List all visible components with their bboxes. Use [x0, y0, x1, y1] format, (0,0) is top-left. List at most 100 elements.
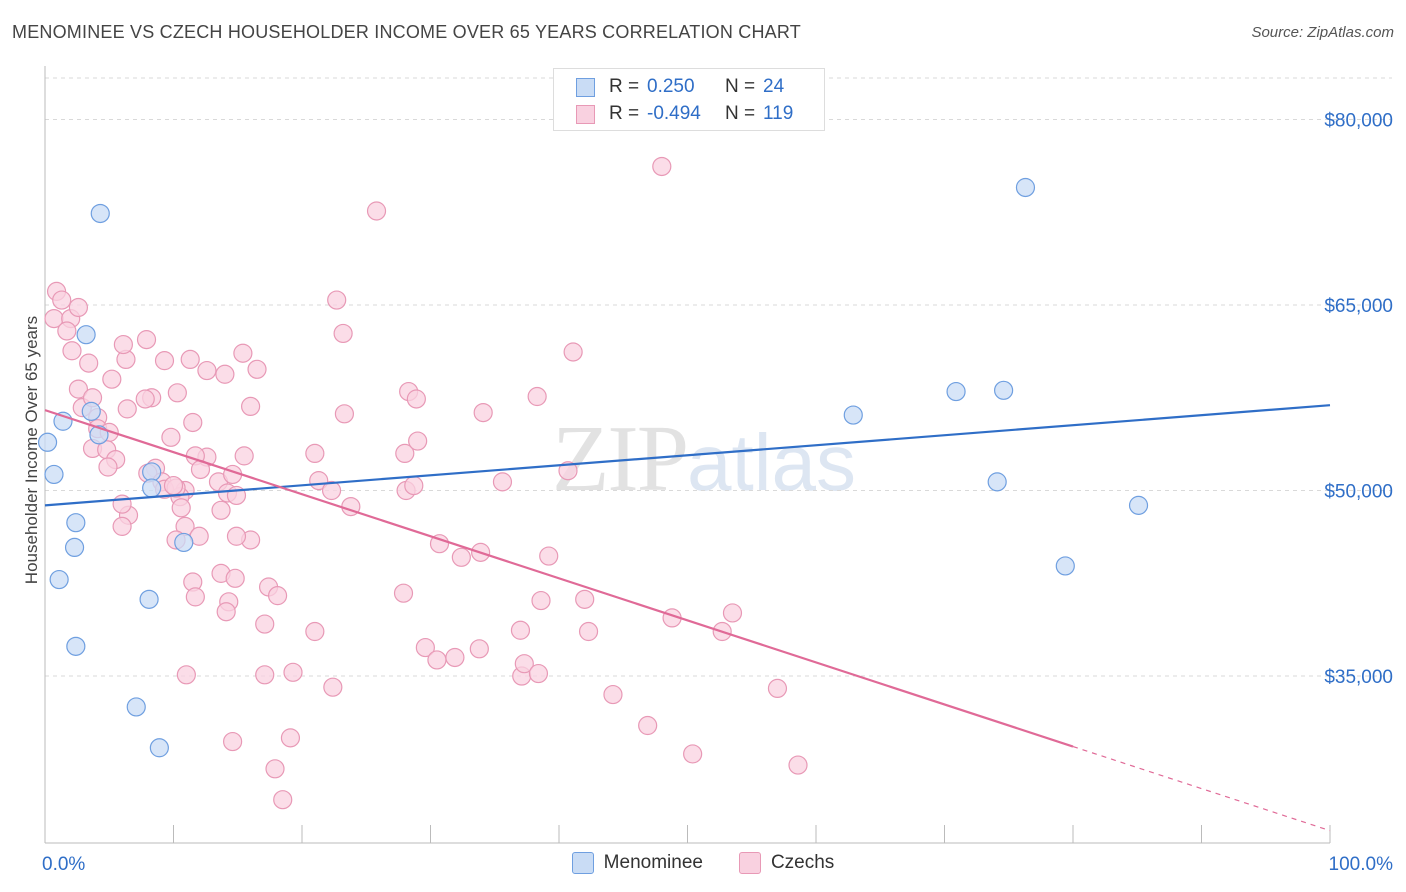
y-tick-label: $80,000: [1324, 110, 1393, 131]
czechs-point: [404, 475, 424, 496]
czechs-point: [427, 650, 447, 670]
czechs-point: [327, 290, 347, 310]
grid-lines: [45, 77, 1392, 677]
czechs-point: [323, 677, 343, 697]
czechs-point: [366, 201, 387, 221]
czechs-point: [603, 684, 623, 705]
menominee-point: [49, 569, 69, 590]
czechs-point: [68, 379, 89, 399]
czechs-trend-extension: [1072, 745, 1331, 832]
y-axis-label: Householder Income Over 65 years: [22, 315, 41, 585]
menominee-point: [64, 537, 85, 558]
legend-item-czechs: Czechs: [738, 852, 834, 874]
menominee-point: [76, 325, 96, 345]
czechs-point: [510, 620, 531, 640]
czechs-point: [539, 546, 559, 566]
data-points: [37, 156, 1149, 810]
correlation-legend: R = 0.250 N = 24 R = -0.494 N = 119: [553, 68, 825, 131]
menominee-point: [946, 381, 966, 402]
czechs-point: [280, 728, 301, 748]
y-tick-label: $50,000: [1324, 482, 1393, 503]
legend-n-value: 24: [763, 76, 785, 97]
czechs-point: [514, 654, 534, 674]
legend-r-value: -0.494: [647, 103, 701, 124]
czechs-point: [267, 586, 288, 606]
menominee-point: [174, 532, 194, 553]
czechs-point: [558, 461, 578, 481]
czechs-point: [531, 590, 551, 611]
legend-row-menominee: R = 0.250 N = 24: [576, 76, 784, 98]
czechs-point: [255, 665, 275, 685]
czechs-point: [225, 568, 245, 588]
chart-title: MENOMINEE VS CZECH HOUSEHOLDER INCOME OV…: [12, 22, 801, 42]
czechs-point: [333, 323, 353, 344]
menominee-point: [987, 472, 1007, 492]
czechs-point: [161, 427, 181, 447]
legend-n-label: N =: [725, 76, 756, 97]
menominee-point: [66, 513, 86, 533]
axes: [44, 66, 1331, 844]
czechs-point: [57, 321, 77, 341]
x-tick-label: 0.0%: [42, 854, 85, 875]
menominee-point: [1055, 556, 1075, 576]
legend-swatch-czechs: [738, 852, 761, 874]
czechs-point: [216, 602, 236, 622]
source-label: Source: ZipAtlas.com: [1251, 24, 1394, 41]
czechs-point: [163, 475, 184, 496]
czechs-point: [79, 353, 99, 373]
legend-n-value: 119: [763, 103, 794, 124]
legend-r-label: R =: [609, 103, 640, 124]
czechs-point: [722, 603, 743, 623]
czechs-point: [575, 589, 595, 609]
czechs-point: [445, 647, 465, 668]
czechs-point: [473, 402, 493, 423]
menominee-point: [139, 589, 159, 609]
czechs-point: [527, 386, 547, 407]
menominee-point: [149, 738, 169, 758]
legend-swatch-czechs: [576, 104, 595, 124]
czechs-point: [683, 744, 703, 764]
watermark-zip: ZIP: [552, 407, 689, 511]
czechs-point: [197, 360, 217, 381]
czechs-point: [180, 349, 200, 370]
czechs-point: [183, 412, 203, 433]
czechs-point: [211, 500, 231, 520]
czechs-point: [68, 297, 89, 318]
czechs-point: [185, 587, 205, 607]
czechs-point: [265, 759, 285, 779]
czechs-point: [117, 399, 137, 419]
czechs-point: [638, 715, 658, 736]
czechs-trend-line: [44, 409, 1074, 748]
czechs-point: [215, 364, 235, 384]
menominee-point: [66, 636, 86, 656]
menominee-point: [142, 478, 162, 498]
czechs-point: [528, 663, 549, 684]
czechs-point: [652, 156, 672, 177]
menominee-point: [994, 380, 1014, 400]
menominee-trend-line: [44, 404, 1331, 507]
czechs-point: [469, 639, 489, 659]
czechs-point: [52, 290, 72, 310]
czechs-point: [492, 472, 513, 492]
czechs-point: [154, 351, 175, 371]
legend-r-label: R =: [609, 76, 640, 97]
czechs-point: [273, 790, 293, 810]
czechs-point: [321, 480, 342, 501]
czechs-point: [305, 621, 325, 642]
trend-lines: [44, 404, 1331, 832]
czechs-point: [415, 637, 435, 658]
czechs-point: [429, 534, 450, 554]
menominee-point: [1015, 177, 1036, 198]
legend-n-label: N =: [725, 103, 756, 124]
series-legend: Menominee Czechs: [0, 852, 1406, 874]
watermark: ZIPatlas: [552, 405, 856, 513]
x-tick-label: 100.0%: [1329, 854, 1394, 875]
czechs-point: [247, 359, 267, 379]
czechs-point: [176, 665, 196, 685]
menominee-point: [44, 464, 64, 485]
czechs-point: [393, 583, 414, 603]
czechs-point: [223, 731, 243, 752]
czechs-point: [113, 334, 133, 355]
menominee-point: [81, 401, 101, 421]
